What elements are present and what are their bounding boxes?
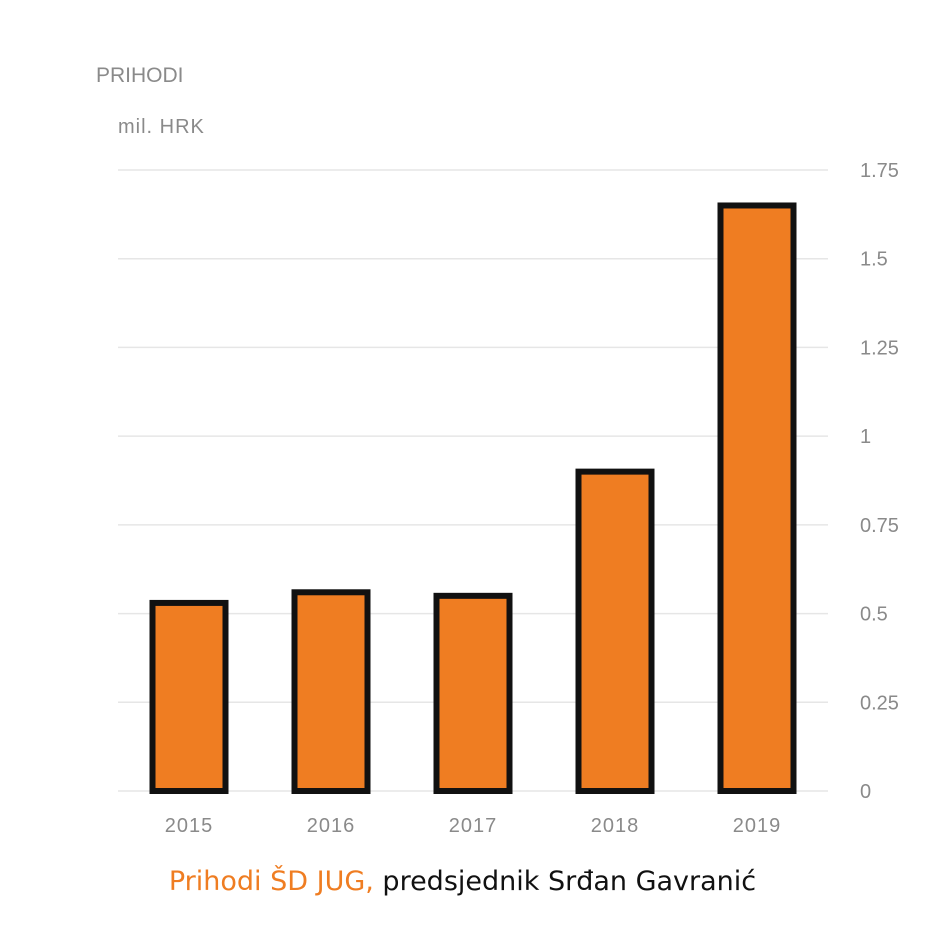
chart-title: PRIHODI xyxy=(96,64,184,87)
revenue-bar-chart: PRIHODI mil. HRK 0 0.25 0.5 0.75 1 1.25 1.5 1.7… xyxy=(96,64,899,837)
y-tick-label: 1 xyxy=(860,426,871,448)
bar-2015 xyxy=(149,599,229,794)
x-tick-label: 2017 xyxy=(449,815,498,837)
unit-label: mil. HRK xyxy=(118,116,205,138)
y-tick-label: 1.5 xyxy=(860,249,888,271)
bars xyxy=(149,202,797,795)
y-tick-label: 0.5 xyxy=(860,604,888,626)
caption-text: predsjednik Srđan Gavranić xyxy=(373,866,757,897)
x-axis-ticks: 2015 2016 2017 2018 2019 xyxy=(165,815,782,837)
y-tick-label: 0.75 xyxy=(860,515,899,537)
y-tick-label: 1.75 xyxy=(860,160,899,182)
x-tick-label: 2015 xyxy=(165,815,214,837)
x-tick-label: 2019 xyxy=(733,815,782,837)
y-tick-label: 0 xyxy=(860,781,871,803)
caption-highlight: Prihodi ŠD JUG, xyxy=(168,866,374,897)
bar-2018 xyxy=(575,468,655,794)
y-tick-label: 1.25 xyxy=(860,337,899,359)
bar-2017 xyxy=(433,592,513,794)
x-tick-label: 2016 xyxy=(307,815,356,837)
y-axis-ticks: 0 0.25 0.5 0.75 1 1.25 1.5 1.75 xyxy=(860,160,899,803)
y-tick-label: 0.25 xyxy=(860,692,899,714)
bar-2019 xyxy=(717,202,797,794)
bar-2016 xyxy=(291,589,371,795)
chart-caption: Prihodi ŠD JUG, predsjednik Srđan Gavran… xyxy=(0,866,925,897)
x-tick-label: 2018 xyxy=(591,815,640,837)
